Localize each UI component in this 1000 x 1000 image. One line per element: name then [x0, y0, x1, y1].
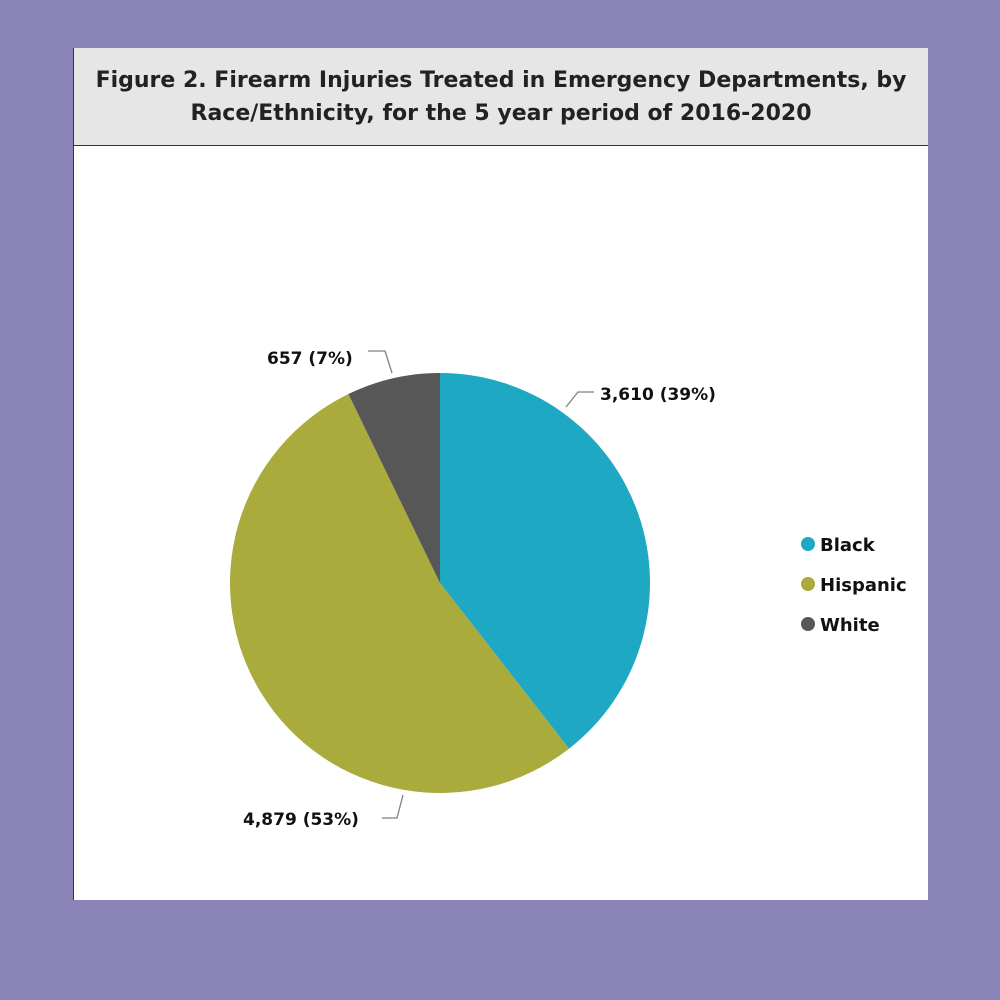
data-label-black: 3,610 (39%): [600, 385, 716, 405]
data-labels: 3,610 (39%) 4,879 (53%) 657 (7%): [243, 349, 716, 830]
legend-label-white: White: [820, 615, 880, 636]
legend-label-hispanic: Hispanic: [820, 575, 907, 596]
chart-title-line-1: Figure 2. Firearm Injuries Treated in Em…: [95, 67, 907, 93]
legend-marker-black: [801, 537, 815, 551]
label-leader-lines: [368, 350, 594, 819]
chart-title-line-2: Race/Ethnicity, for the 5 year period of…: [190, 100, 812, 126]
legend-marker-hispanic: [801, 577, 815, 591]
legend-marker-white: [801, 617, 815, 631]
pie-slice-black: [440, 373, 651, 749]
chart-title: Figure 2. Firearm Injuries Treated in Em…: [74, 48, 928, 146]
pie-slices: [230, 373, 651, 793]
leader-line-hispanic: [382, 794, 404, 819]
pie-slice-hispanic: [230, 394, 570, 793]
data-label-white: 657 (7%): [267, 349, 353, 369]
pie-slice-white: [348, 373, 440, 583]
leader-line-black: [565, 391, 594, 408]
leader-line-white: [368, 350, 393, 374]
data-label-hispanic: 4,879 (53%): [243, 810, 359, 830]
legend-label-black: Black: [820, 535, 876, 556]
legend: Black Hispanic White: [801, 535, 907, 636]
